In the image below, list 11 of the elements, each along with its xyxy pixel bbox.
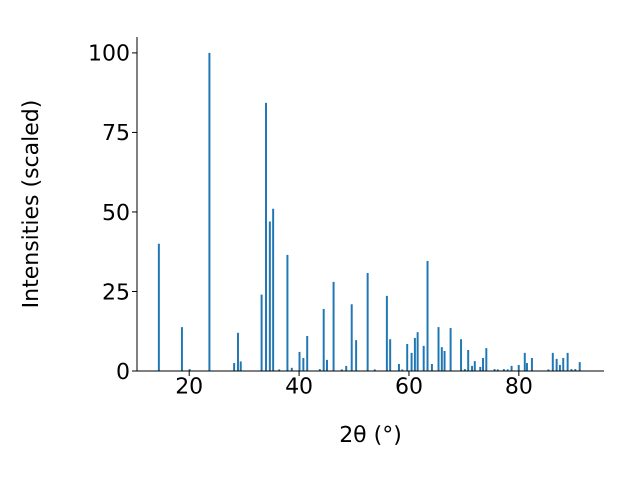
y-tick-label: 0 bbox=[116, 360, 130, 385]
x-tick-label: 60 bbox=[394, 374, 423, 400]
x-axis-title: 2θ (°) bbox=[339, 423, 402, 448]
y-tick-label: 50 bbox=[102, 200, 130, 226]
x-tick-label: 20 bbox=[175, 374, 204, 400]
y-axis-title: Intensities (scaled) bbox=[18, 100, 44, 308]
y-tick-label: 75 bbox=[102, 121, 130, 146]
x-tick-label: 40 bbox=[285, 374, 314, 400]
y-tick-label: 100 bbox=[88, 42, 130, 67]
x-tick-label: 80 bbox=[504, 374, 533, 400]
y-tick-label: 25 bbox=[102, 280, 130, 306]
